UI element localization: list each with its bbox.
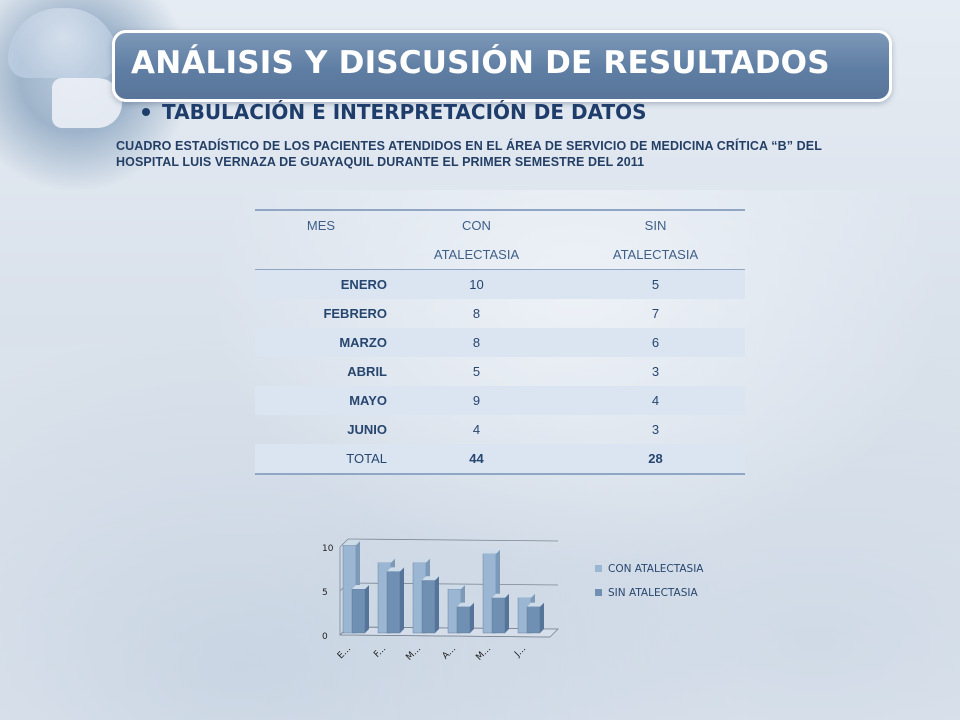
legend-label-con: CON ATALECTASIA	[608, 562, 704, 575]
header-sin-2: ATALECTASIA	[566, 240, 745, 270]
bar-chart: 0 5 10 E... F... M... A... M... J...	[300, 535, 740, 685]
title-banner: ANÁLISIS Y DISCUSIÓN DE RESULTADOS	[112, 30, 892, 102]
table-row: JUNIO 4 3	[255, 415, 745, 444]
table-row: ABRIL 5 3	[255, 357, 745, 386]
chart-legend: CON ATALECTASIA SIN ATALECTASIA	[595, 560, 703, 608]
cell-sin: 6	[566, 328, 745, 357]
x-tick-label: J...	[512, 644, 528, 660]
bar-sin	[386, 571, 401, 634]
y-tick-label: 0	[322, 632, 328, 642]
legend-swatch-sin	[595, 589, 602, 596]
cell-sin: 4	[566, 386, 745, 415]
header-con-2: ATALECTASIA	[387, 240, 566, 270]
x-axis	[339, 634, 551, 638]
bar-con-top	[483, 549, 500, 554]
bar-sin	[526, 606, 541, 634]
table-row: MARZO 8 6	[255, 328, 745, 357]
bar-sin-side	[365, 585, 369, 633]
x-tick-label: F...	[372, 644, 388, 660]
header-sin-1: SIN	[566, 209, 745, 240]
cell-mes: ENERO	[255, 269, 387, 299]
bar-sin-top	[457, 602, 474, 607]
table-row: MAYO 9 4	[255, 386, 745, 415]
bar-con-top	[343, 541, 360, 545]
bullet-heading: TABULACIÓN E INTERPRETACIÓN DE DATOS	[142, 100, 647, 124]
bar-chart-svg: 0 5 10 E... F... M... A... M... J...	[322, 538, 559, 663]
cell-mes: JUNIO	[347, 422, 387, 437]
cell-mes: ABRIL	[347, 364, 387, 379]
header-con-1: CON	[387, 209, 566, 240]
bar-sin-side	[400, 567, 404, 633]
data-table: MES CON SIN ATALECTASIA ATALECTASIA ENER…	[255, 209, 745, 475]
cell-con: 4	[472, 422, 481, 437]
bar-sin-top	[527, 602, 544, 607]
gridline	[347, 538, 559, 542]
legend-swatch-con	[595, 565, 602, 572]
header-mes-blank	[255, 240, 387, 270]
cell-mes: FEBRERO	[323, 306, 387, 321]
bar-sin-top	[352, 585, 369, 589]
x-tick-label: A...	[441, 644, 458, 661]
bar-sin	[351, 588, 366, 634]
slide-title: ANÁLISIS Y DISCUSIÓN DE RESULTADOS	[131, 45, 830, 81]
bar-sin-side	[540, 602, 544, 633]
surgical-cap	[8, 8, 118, 78]
cell-sin: 5	[566, 269, 745, 299]
cell-con: 8	[387, 328, 566, 357]
cell-total-sin: 28	[566, 444, 745, 475]
table-total-row: TOTAL 44 28	[255, 444, 745, 475]
bullet-text: TABULACIÓN E INTERPRETACIÓN DE DATOS	[162, 100, 647, 124]
bar-con-top	[378, 558, 395, 563]
table-row: FEBRERO 8 7	[255, 299, 745, 328]
legend-item-sin: SIN ATALECTASIA	[595, 584, 703, 601]
cell-sin: 3	[651, 364, 660, 379]
cell-sin: 7	[651, 306, 660, 321]
cell-con: 5	[472, 364, 481, 379]
cell-con: 8	[472, 306, 481, 321]
cell-total-label: TOTAL	[255, 444, 387, 475]
bar-sin	[456, 606, 471, 634]
table-row: ENERO 10 5	[255, 269, 745, 299]
bar-sin-side	[470, 602, 474, 633]
x-tick-label: M...	[474, 644, 493, 663]
header-mes: MES	[255, 209, 387, 240]
bullet-icon	[142, 107, 150, 116]
bar-con-top	[413, 558, 430, 563]
bar-sin	[491, 597, 506, 634]
cell-con: 9	[387, 386, 566, 415]
cell-sin: 3	[651, 422, 660, 437]
bar-con-top	[518, 593, 535, 598]
bar-sin-top	[422, 576, 439, 581]
x-tick-label: E...	[336, 644, 353, 661]
gridline-side	[339, 538, 349, 548]
cell-total-con: 44	[387, 444, 566, 475]
legend-label-sin: SIN ATALECTASIA	[608, 586, 698, 599]
surgical-mask	[52, 78, 122, 128]
bar-sin-top	[492, 593, 509, 598]
y-tick-label: 10	[322, 544, 334, 554]
y-tick-label: 5	[322, 588, 328, 598]
bar-sin-top	[387, 567, 404, 572]
bar-sin-side	[435, 576, 439, 633]
bar-con-top	[448, 585, 465, 589]
bar-sin-side	[505, 593, 509, 633]
bar-sin	[421, 580, 436, 634]
cell-con: 10	[387, 269, 566, 299]
table-caption: CUADRO ESTADÍSTICO DE LOS PACIENTES ATEN…	[116, 139, 822, 169]
x-tick-label: M...	[404, 644, 423, 663]
cell-mes: MAYO	[255, 386, 387, 415]
cell-mes: MARZO	[255, 328, 387, 357]
legend-item-con: CON ATALECTASIA	[595, 560, 703, 577]
